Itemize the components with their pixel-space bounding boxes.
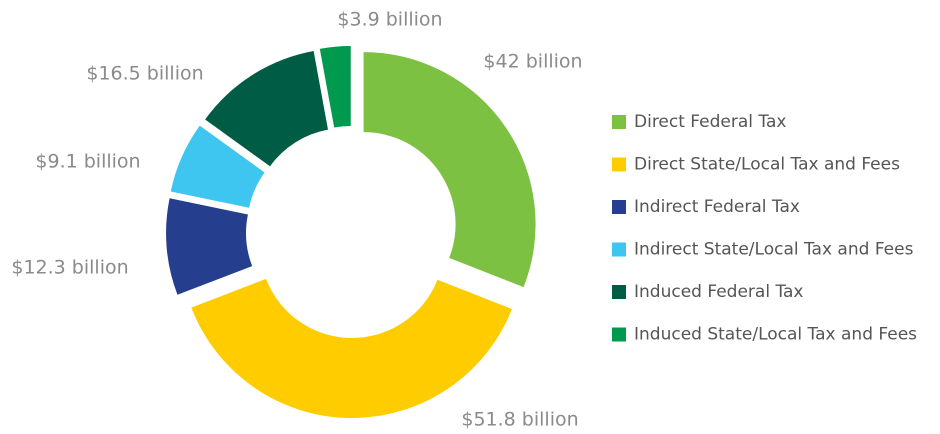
donut-segment (205, 50, 328, 167)
donut-segment (191, 278, 512, 418)
data-label: $42 billion (483, 51, 582, 73)
legend-label: Indirect Federal Tax (634, 197, 800, 217)
data-label: $16.5 billion (86, 63, 203, 85)
legend-label: Induced State/Local Tax and Fees (634, 325, 917, 345)
legend-swatch (612, 157, 626, 172)
legend-swatch (612, 327, 626, 342)
data-label: $9.1 billion (35, 151, 140, 173)
legend-label: Direct Federal Tax (634, 112, 786, 132)
data-label: $51.8 billion (461, 409, 578, 431)
legend-swatch (612, 115, 626, 129)
data-label: $12.3 billion (11, 257, 128, 279)
donut-segment (319, 46, 351, 128)
legend-swatch (612, 285, 626, 299)
legend-swatch (612, 242, 626, 257)
donut-segment (363, 52, 536, 288)
legend-label: Direct State/Local Tax and Fees (634, 155, 900, 175)
legend-label: Indirect State/Local Tax and Fees (634, 240, 914, 260)
donut-segment (170, 125, 265, 208)
legend-swatch (612, 200, 626, 214)
legend-label: Induced Federal Tax (634, 282, 804, 302)
donut-segment (166, 198, 253, 295)
data-label: $3.9 billion (337, 9, 442, 31)
